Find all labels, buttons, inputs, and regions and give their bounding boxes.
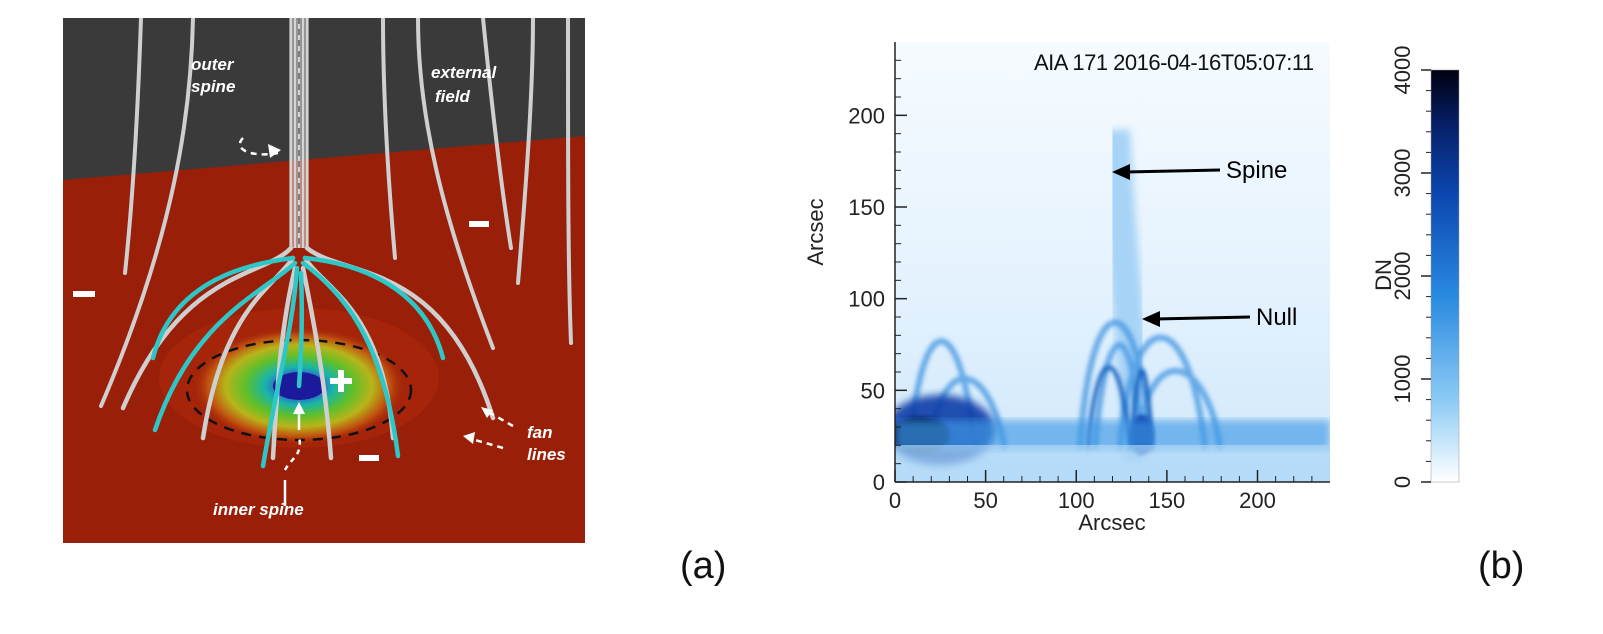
panel-b-figure: 0 50 100 150 200 0 50 100 150 200 Arcsec Arcsec … [790, 30, 1590, 550]
corona-background [63, 18, 585, 180]
x-tick-label: 0 [889, 488, 901, 513]
spine-label: Spine [1226, 157, 1287, 184]
label-fan-lines-line2: lines [527, 445, 566, 464]
null-annotation: Null [1142, 304, 1297, 331]
x-tick-label: 100 [1058, 488, 1095, 513]
colorbar-label: DN [1371, 259, 1396, 291]
label-fan-lines-line1: fan [527, 423, 553, 442]
minus-sign-right [469, 221, 489, 227]
heatmap-image [895, 42, 1330, 482]
annotation-arrows [238, 137, 514, 506]
colorbar-tick-label: 0 [1390, 476, 1415, 488]
plus-sign-vertical [338, 370, 344, 392]
colorbar: 0 1000 2000 3000 4000 DN [1371, 46, 1460, 488]
y-axis-label: Arcsec [803, 198, 828, 265]
label-inner-spine: inner spine [213, 500, 304, 519]
y-tick-label: 50 [861, 378, 885, 403]
y-tick-label: 150 [848, 195, 885, 220]
y-tick-label: 100 [848, 287, 885, 312]
y-tick-label: 0 [873, 470, 885, 495]
colorbar-tick-label: 4000 [1390, 46, 1415, 95]
x-tick-label: 200 [1239, 488, 1276, 513]
colorbar-tick-label: 1000 [1390, 355, 1415, 404]
minus-sign-bottom [359, 455, 379, 461]
external-field-lines [99, 16, 573, 408]
label-outer-spine-line2: spine [191, 77, 235, 96]
y-tick-label: 200 [848, 103, 885, 128]
label-external-field-line1: external [431, 63, 497, 82]
x-tick-label: 50 [973, 488, 997, 513]
colorbar-gradient [1430, 69, 1460, 483]
colorbar-ticks: 0 1000 2000 3000 4000 [1390, 46, 1431, 488]
fan-lines-cyan [150, 255, 446, 469]
colorbar-tick-label: 2000 [1390, 252, 1415, 301]
x-axis-ticks: 0 50 100 150 200 [889, 470, 1313, 513]
spine-annotation: Spine [1112, 157, 1287, 184]
polarity-signs [73, 221, 489, 461]
panel-a-label: (a) [680, 545, 727, 587]
panel-a-figure: outer spine external field fan lines inn… [63, 16, 585, 543]
label-external-field-line2: field [435, 87, 471, 106]
null-label: Null [1256, 304, 1297, 331]
colorbar-tick-label: 3000 [1390, 149, 1415, 198]
x-tick-label: 150 [1149, 488, 1186, 513]
panel-b-label: (b) [1478, 545, 1525, 587]
minus-sign-left [73, 291, 95, 297]
label-outer-spine-line1: outer [191, 55, 235, 74]
image-title: AIA 171 2016-04-16T05:07:11 [1034, 50, 1314, 75]
null-point-topology-illustration: outer spine external field fan lines inn… [63, 16, 585, 543]
y-axis-ticks: 0 50 100 150 200 [848, 59, 907, 495]
x-axis-label: Arcsec [1078, 510, 1145, 535]
